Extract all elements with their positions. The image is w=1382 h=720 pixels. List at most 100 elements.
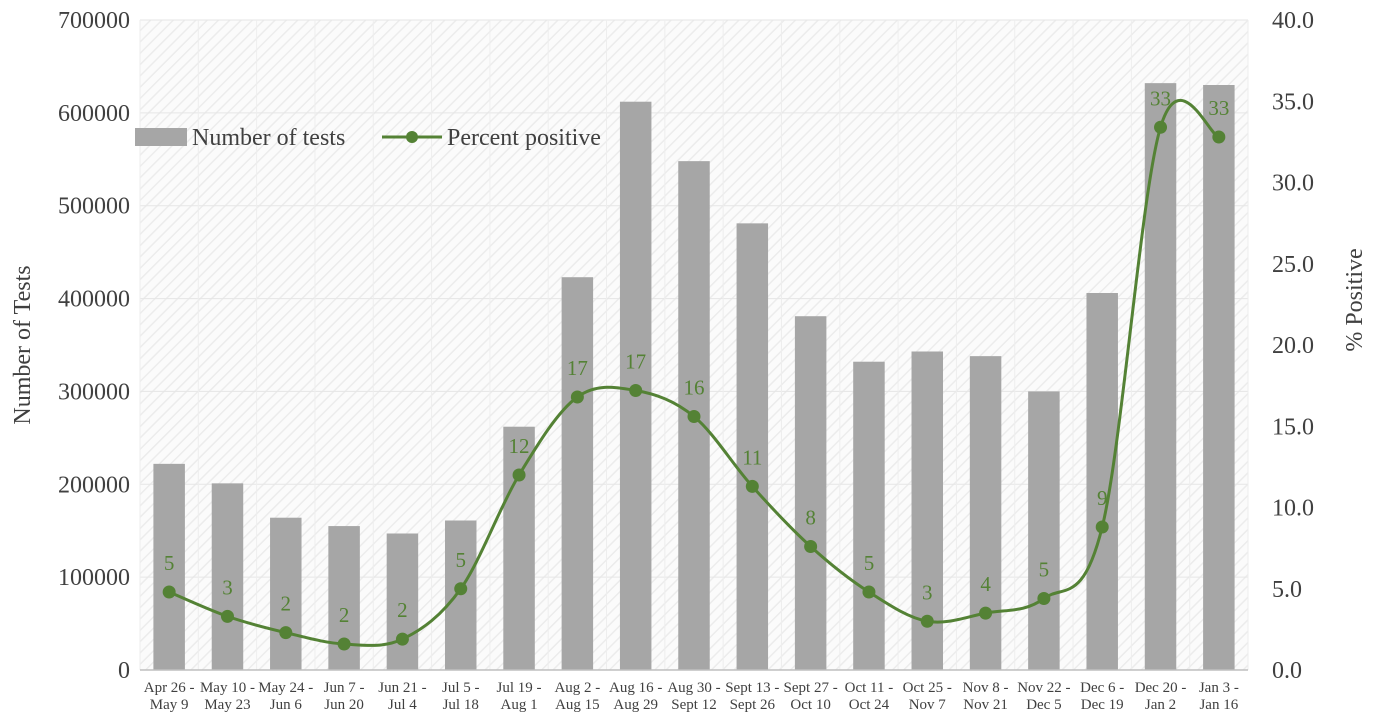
y-axis-title: Number of Tests: [10, 265, 36, 424]
axes: 0 100000 200000 300000 400000 500000 600000 700…: [58, 8, 1314, 713]
x-tick-label: Aug 2 -Aug 15: [554, 680, 600, 713]
line-series: 5 3 2 2 2 5 12 17 17 16 11 8 5 3 4 5 9 33 33: [162, 86, 1229, 651]
y-tick-label: 600000: [58, 101, 130, 127]
line-point: [162, 585, 176, 599]
legend-swatch-positive-marker: [406, 131, 418, 143]
bar: [153, 463, 185, 670]
line-data-label: 17: [567, 356, 588, 380]
x-tick-label: Dec 20 -Jan 2: [1135, 680, 1187, 713]
x-tick-label: May 24 -Jun 6: [258, 680, 313, 713]
y2-tick-label: 20.0: [1272, 333, 1314, 359]
bar: [1203, 85, 1235, 670]
bar: [1086, 293, 1118, 670]
y-tick-label: 200000: [58, 472, 130, 498]
bar: [853, 361, 885, 670]
x-tick-label: Sept 27 -Oct 10: [784, 680, 838, 713]
line-data-label: 9: [1097, 486, 1108, 510]
line-data-label: 5: [164, 551, 175, 575]
line-data-label: 33: [1208, 96, 1229, 120]
line-point: [687, 410, 701, 423]
line-point: [1095, 520, 1109, 534]
legend: Number of tests Percent positive: [135, 125, 601, 151]
line-data-label: 11: [742, 445, 762, 469]
gridlines: [139, 19, 1249, 670]
line-point: [395, 632, 409, 646]
x-tick-label: Jul 5 -Jul 18: [442, 680, 480, 713]
line-data-label: 4: [980, 572, 991, 596]
x-tick-label: Jun 7 -Jun 20: [324, 680, 365, 713]
bar: [794, 316, 827, 670]
line-point: [1154, 120, 1168, 134]
line-data-label: 17: [625, 350, 646, 374]
line-data-label: 2: [339, 603, 350, 627]
line-data-label: 2: [397, 598, 408, 622]
x-tick-label: Jun 21 -Jul 4: [378, 680, 426, 713]
bar: [736, 223, 769, 670]
bar: [211, 483, 244, 670]
line-data-label: 5: [455, 548, 466, 572]
bar: [969, 356, 1002, 670]
x-tick-label: Oct 11 -Oct 24: [845, 680, 894, 713]
x-tick-label: Aug 30 -Sept 12: [667, 680, 720, 713]
y2-tick-label: 15.0: [1272, 414, 1314, 440]
line-data-label: 3: [922, 580, 933, 604]
line-point: [1037, 592, 1051, 605]
bar: [270, 517, 302, 670]
y-tick-label: 500000: [58, 194, 130, 220]
line-point: [920, 614, 934, 628]
line-point: [862, 585, 876, 599]
legend-label-tests: Number of tests: [192, 125, 345, 151]
bar: [386, 533, 419, 670]
x-tick-label: Jan 3 -Jan 16: [1199, 680, 1239, 713]
line-point: [454, 582, 468, 596]
y2-tick-label: 10.0: [1272, 496, 1314, 522]
line-data-label: 5: [1039, 558, 1050, 582]
line-data-label: 2: [281, 592, 292, 616]
legend-swatch-tests: [135, 128, 187, 146]
y2-tick-label: 5.0: [1272, 577, 1302, 603]
line-point: [337, 637, 351, 651]
line-data-label: 3: [222, 575, 233, 599]
bar: [1144, 83, 1177, 670]
x-tick-label: Oct 25 -Nov 7: [903, 680, 952, 713]
y2-tick-label: 40.0: [1272, 8, 1314, 34]
line-point: [570, 390, 584, 404]
legend-label-positive: Percent positive: [447, 125, 601, 151]
y-tick-label: 0: [118, 658, 130, 684]
line-point: [512, 468, 526, 482]
y-tick-label: 700000: [58, 8, 130, 34]
line-data-label: 5: [864, 551, 875, 575]
line-point: [804, 540, 818, 553]
x-tick-label: Apr 26 -May 9: [144, 680, 195, 713]
bar: [503, 426, 535, 670]
x-tick-label: Jul 19 -Aug 1: [497, 680, 542, 713]
line-point: [1212, 130, 1226, 144]
x-tick-label: Nov 8 -Nov 21: [963, 680, 1009, 713]
y-tick-label: 400000: [58, 287, 130, 313]
bar: [561, 277, 594, 670]
line-point: [629, 384, 643, 397]
y2-tick-label: 30.0: [1272, 171, 1314, 197]
line-data-label: 33: [1150, 86, 1171, 110]
x-tick-label: Sept 13 -Sept 26: [725, 680, 779, 713]
x-tick-label: Aug 16 -Aug 29: [609, 680, 662, 713]
line-data-label: 16: [684, 376, 705, 400]
percent-positive-line: [168, 98, 1220, 647]
x-tick-label: Nov 22 -Dec 5: [1017, 680, 1070, 713]
y2-tick-label: 0.0: [1272, 658, 1302, 684]
y-tick-label: 300000: [58, 379, 130, 405]
y-tick-label: 100000: [58, 565, 130, 591]
y2-axis-title: % Positive: [1342, 248, 1368, 351]
line-point: [979, 606, 993, 620]
x-tick-label: May 10 -May 23: [200, 680, 255, 713]
bar: [1028, 391, 1060, 670]
y2-tick-label: 35.0: [1272, 89, 1314, 115]
x-tick-label: Dec 6 -Dec 19: [1080, 680, 1124, 713]
bar-series: [153, 83, 1235, 670]
line-point: [279, 626, 293, 640]
y2-tick-label: 25.0: [1272, 252, 1314, 278]
line-point: [745, 479, 759, 493]
line-data-label: 8: [805, 506, 816, 530]
